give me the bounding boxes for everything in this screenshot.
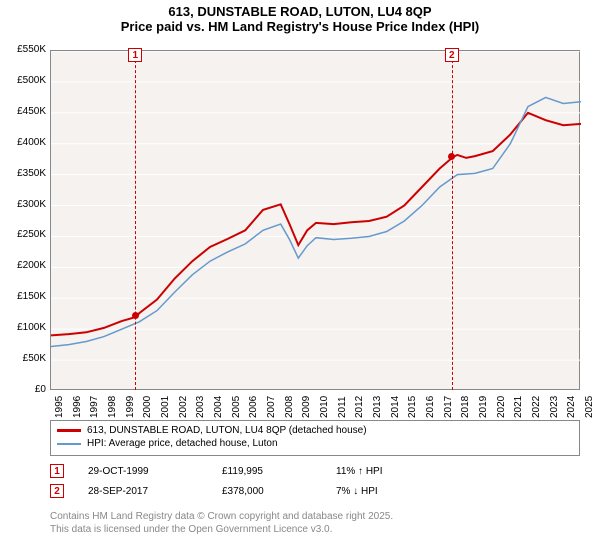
y-tick-label: £400K	[6, 137, 46, 148]
legend-swatch	[57, 443, 81, 445]
x-tick-label: 2007	[266, 396, 277, 418]
marker-line-2	[452, 50, 453, 390]
x-tick-label: 2009	[301, 396, 312, 418]
x-tick-label: 1996	[72, 396, 83, 418]
x-tick-label: 2001	[160, 396, 171, 418]
y-tick-label: £100K	[6, 322, 46, 333]
x-tick-label: 2025	[584, 396, 595, 418]
footer-line2: This data is licensed under the Open Gov…	[50, 523, 393, 536]
x-tick-label: 2010	[319, 396, 330, 418]
x-tick-label: 2014	[390, 396, 401, 418]
x-tick-label: 2021	[513, 396, 524, 418]
marker-box-1: 1	[128, 48, 142, 62]
x-tick-label: 2023	[549, 396, 560, 418]
x-tick-label: 2004	[213, 396, 224, 418]
x-tick-label: 2015	[407, 396, 418, 418]
footer-line1: Contains HM Land Registry data © Crown c…	[50, 510, 393, 523]
x-tick-label: 2020	[496, 396, 507, 418]
legend: 613, DUNSTABLE ROAD, LUTON, LU4 8QP (det…	[50, 420, 580, 456]
y-tick-label: £250K	[6, 229, 46, 240]
x-tick-label: 2000	[142, 396, 153, 418]
marker-badge: 1	[50, 464, 64, 478]
legend-label: 613, DUNSTABLE ROAD, LUTON, LU4 8QP (det…	[87, 425, 367, 436]
y-tick-label: £0	[6, 384, 46, 395]
y-tick-label: £550K	[6, 44, 46, 55]
marker-line-1	[135, 50, 136, 390]
y-tick-label: £300K	[6, 199, 46, 210]
marker-delta: 11% ↑ HPI	[336, 466, 383, 477]
y-tick-label: £50K	[6, 353, 46, 364]
x-tick-label: 2003	[195, 396, 206, 418]
x-tick-label: 2005	[231, 396, 242, 418]
page-subtitle: Price paid vs. HM Land Registry's House …	[0, 19, 600, 34]
marker-row-1: 1 29-OCT-1999 £119,995 11% ↑ HPI	[50, 464, 383, 478]
marker-row-2: 2 28-SEP-2017 £378,000 7% ↓ HPI	[50, 484, 383, 498]
x-tick-label: 2012	[354, 396, 365, 418]
marker-dot-2	[448, 153, 455, 160]
x-tick-label: 2018	[460, 396, 471, 418]
marker-price: £378,000	[222, 486, 312, 497]
footer: Contains HM Land Registry data © Crown c…	[50, 510, 393, 536]
price-chart	[50, 50, 580, 390]
legend-row-0: 613, DUNSTABLE ROAD, LUTON, LU4 8QP (det…	[57, 425, 573, 436]
y-tick-label: £350K	[6, 168, 46, 179]
x-tick-label: 2016	[425, 396, 436, 418]
x-tick-label: 1995	[54, 396, 65, 418]
marker-badge: 2	[50, 484, 64, 498]
marker-price: £119,995	[222, 466, 312, 477]
markers-table: 1 29-OCT-1999 £119,995 11% ↑ HPI 2 28-SEP-201…	[50, 464, 383, 504]
x-tick-label: 2017	[443, 396, 454, 418]
y-tick-label: £450K	[6, 106, 46, 117]
x-tick-label: 2008	[284, 396, 295, 418]
marker-box-2: 2	[445, 48, 459, 62]
x-tick-label: 2024	[566, 396, 577, 418]
marker-date: 29-OCT-1999	[88, 466, 198, 477]
marker-delta: 7% ↓ HPI	[336, 486, 378, 497]
x-tick-label: 2011	[337, 396, 348, 418]
x-tick-label: 2022	[531, 396, 542, 418]
legend-label: HPI: Average price, detached house, Luto…	[87, 438, 278, 449]
y-tick-label: £500K	[6, 75, 46, 86]
x-tick-label: 2002	[178, 396, 189, 418]
x-tick-label: 1997	[89, 396, 100, 418]
y-tick-label: £200K	[6, 260, 46, 271]
legend-row-1: HPI: Average price, detached house, Luto…	[57, 438, 573, 449]
x-tick-label: 1998	[107, 396, 118, 418]
x-tick-label: 1999	[125, 396, 136, 418]
y-tick-label: £150K	[6, 291, 46, 302]
x-tick-label: 2019	[478, 396, 489, 418]
legend-swatch	[57, 429, 81, 432]
x-tick-label: 2013	[372, 396, 383, 418]
series-line-0	[51, 113, 581, 336]
x-tick-label: 2006	[248, 396, 259, 418]
page-title: 613, DUNSTABLE ROAD, LUTON, LU4 8QP	[0, 4, 600, 19]
chart-svg	[51, 51, 581, 391]
marker-date: 28-SEP-2017	[88, 486, 198, 497]
